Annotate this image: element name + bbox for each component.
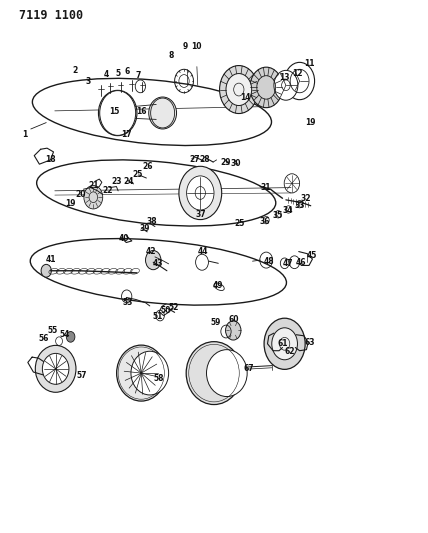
Text: 12: 12 [292, 69, 303, 78]
Text: 48: 48 [264, 257, 274, 265]
Ellipse shape [37, 160, 276, 226]
Text: 46: 46 [295, 258, 306, 266]
Text: 57: 57 [77, 371, 87, 379]
Text: 49: 49 [213, 281, 223, 290]
Text: 61: 61 [277, 339, 288, 348]
Text: 26: 26 [143, 162, 153, 171]
Text: 16: 16 [136, 108, 146, 116]
Text: 47: 47 [282, 259, 293, 268]
Circle shape [250, 67, 282, 108]
Ellipse shape [116, 345, 166, 401]
Text: 54: 54 [60, 330, 70, 339]
Text: 19: 19 [65, 199, 75, 208]
Circle shape [187, 176, 214, 210]
Text: 38: 38 [147, 217, 157, 226]
Ellipse shape [30, 239, 286, 305]
Text: 42: 42 [146, 247, 156, 256]
Text: 50: 50 [161, 306, 171, 314]
Circle shape [285, 62, 315, 100]
Text: 60: 60 [228, 316, 238, 324]
Text: 31: 31 [260, 183, 270, 192]
Text: 15: 15 [110, 108, 120, 116]
Text: 62: 62 [285, 348, 295, 356]
Text: 25: 25 [235, 220, 245, 228]
Text: 58: 58 [154, 374, 164, 383]
Text: 25: 25 [133, 171, 143, 179]
Circle shape [272, 328, 297, 360]
Text: 55: 55 [47, 326, 57, 335]
Circle shape [220, 66, 258, 114]
Text: 13: 13 [279, 74, 290, 82]
Circle shape [41, 264, 51, 277]
Text: 56: 56 [39, 335, 49, 343]
Text: 34: 34 [282, 206, 293, 214]
Text: 32: 32 [301, 194, 311, 203]
Ellipse shape [42, 353, 69, 384]
Text: 14: 14 [241, 93, 251, 101]
Text: 22: 22 [103, 187, 113, 195]
Ellipse shape [35, 345, 76, 392]
Ellipse shape [206, 350, 247, 397]
Text: 11: 11 [304, 60, 314, 68]
Circle shape [84, 185, 103, 209]
Ellipse shape [33, 78, 271, 146]
Text: 1: 1 [22, 130, 27, 139]
Text: 52: 52 [169, 303, 179, 311]
Ellipse shape [98, 90, 137, 136]
Text: 4: 4 [104, 70, 109, 79]
Text: 20: 20 [75, 190, 86, 198]
Circle shape [100, 91, 136, 135]
Text: 21: 21 [88, 181, 98, 190]
Text: 53: 53 [122, 298, 133, 307]
Text: 41: 41 [45, 255, 56, 263]
Text: 24: 24 [123, 177, 134, 185]
Circle shape [226, 321, 241, 340]
Text: 63: 63 [305, 338, 315, 346]
Text: 27: 27 [190, 156, 200, 164]
Text: 44: 44 [198, 247, 208, 256]
Text: 35: 35 [272, 211, 282, 220]
Text: 39: 39 [140, 224, 150, 232]
Text: 17: 17 [121, 130, 131, 139]
Text: 67: 67 [244, 365, 254, 373]
Text: 18: 18 [45, 156, 56, 164]
Text: 2: 2 [72, 66, 77, 75]
Ellipse shape [149, 97, 176, 129]
Text: 6: 6 [124, 68, 129, 76]
Text: 37: 37 [196, 210, 206, 219]
Text: 30: 30 [230, 159, 241, 167]
Text: 7119 1100: 7119 1100 [19, 9, 83, 22]
Text: 40: 40 [119, 235, 129, 243]
Text: 36: 36 [259, 217, 270, 226]
Text: 59: 59 [211, 318, 221, 327]
Text: 3: 3 [85, 77, 90, 85]
Circle shape [226, 74, 252, 106]
Text: 28: 28 [199, 156, 210, 164]
Text: 45: 45 [306, 252, 317, 260]
Text: 33: 33 [294, 201, 305, 209]
Circle shape [179, 166, 222, 220]
Text: 19: 19 [306, 118, 316, 127]
Text: 10: 10 [192, 43, 202, 51]
Ellipse shape [131, 351, 169, 395]
Circle shape [264, 318, 305, 369]
Text: 5: 5 [116, 69, 121, 77]
Text: 7: 7 [135, 71, 140, 80]
Text: 8: 8 [169, 52, 174, 60]
Text: 9: 9 [182, 43, 187, 51]
Circle shape [66, 332, 75, 342]
Circle shape [146, 251, 161, 270]
Ellipse shape [186, 342, 242, 405]
Circle shape [274, 70, 298, 100]
Text: 43: 43 [152, 260, 163, 268]
Text: 29: 29 [221, 158, 231, 167]
Text: 51: 51 [152, 312, 163, 321]
Text: 23: 23 [111, 177, 122, 185]
